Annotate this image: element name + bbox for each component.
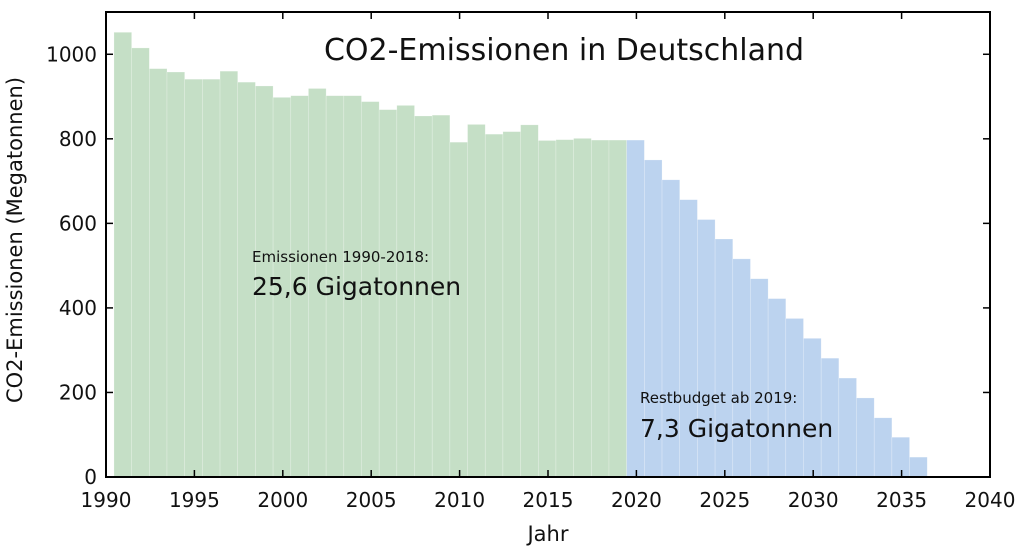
bar-1994 [184,78,203,478]
bar-2032 [856,397,875,478]
bar-2011 [484,133,504,478]
bar-1990 [113,31,132,478]
remaining-budget-label: Restbudget ab 2019: [640,389,797,407]
bar-1993 [166,71,185,478]
bar-1992 [149,68,168,478]
bar-2025 [732,258,751,478]
historic-emissions-label: Emissionen 1990-2018: [252,248,429,266]
y-tick-label: 400 [59,296,97,320]
bar-2027 [767,298,787,478]
bar-2033 [873,417,893,478]
y-axis: 0 200 400 600 800 1000 [46,42,990,489]
y-tick-label: 0 [84,465,97,489]
bar-2017 [591,139,610,478]
bar-2014 [537,140,557,478]
y-tick-label: 600 [59,211,97,235]
y-axis-title: CO2-Emissionen (Megatonnen) [3,77,27,403]
x-tick-label: 2035 [876,488,927,512]
x-axis: 1990 1995 2000 2005 2010 2015 2020 2025 2030 2035… [81,12,1016,512]
remaining-budget-value: 7,3 Gigatonnen [640,414,833,443]
x-tick-label: 2025 [699,488,750,512]
bar-1995 [202,78,221,478]
x-tick-label: 1990 [81,488,132,512]
bar-2031 [838,377,857,478]
y-tick-label: 1000 [46,42,97,66]
bar-2029 [803,338,822,478]
x-tick-label: 2040 [965,488,1016,512]
bar-2034 [891,436,910,478]
bar-2016 [573,138,592,478]
y-tick-label: 200 [59,380,97,404]
x-tick-label: 2020 [611,488,662,512]
chart-title: CO2-Emissionen in Deutschland [324,33,804,68]
bar-1991 [131,47,150,478]
bar-1996 [219,70,239,478]
bar-2013 [520,124,539,478]
bar-2035 [909,456,928,478]
x-tick-label: 2015 [523,488,574,512]
bar-2026 [750,278,769,478]
x-tick-label: 1995 [169,488,220,512]
x-tick-label: 2030 [788,488,839,512]
x-tick-label: 2010 [434,488,485,512]
bars-layer [113,31,928,478]
x-tick-label: 2000 [257,488,308,512]
x-tick-label: 2005 [346,488,397,512]
bar-2015 [555,139,574,478]
bar-2012 [502,131,521,478]
y-tick-label: 800 [59,127,97,151]
x-axis-title: Jahr [525,522,568,546]
bar-2018 [608,139,627,478]
bar-2010 [467,124,486,478]
historic-emissions-value: 25,6 Gigatonnen [252,272,461,301]
bar-2009 [449,141,468,478]
